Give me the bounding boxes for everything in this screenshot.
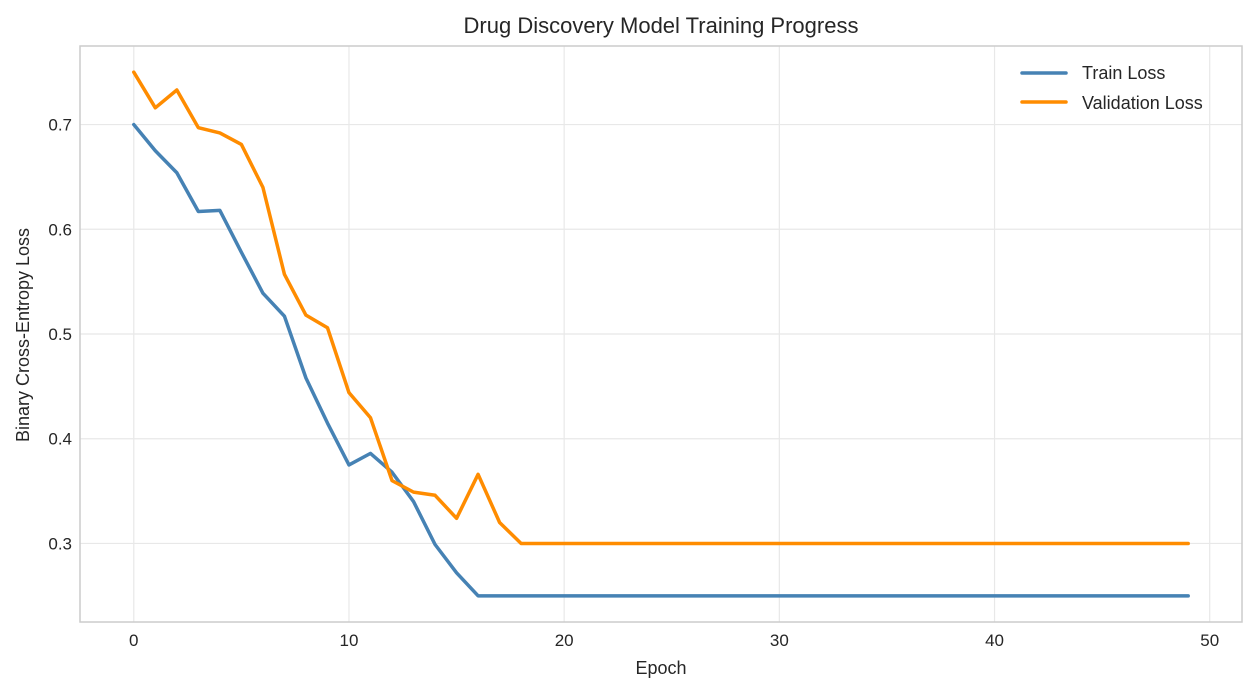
- plot-frame: [79, 45, 1243, 623]
- series-lines: [132, 70, 1190, 598]
- y-tick-label: 0.5: [48, 325, 72, 344]
- x-tick-label: 50: [1200, 631, 1219, 650]
- legend-validation-loss-label: Validation Loss: [1082, 93, 1203, 113]
- y-tick-label: 0.4: [48, 430, 72, 449]
- x-tick-label: 10: [340, 631, 359, 650]
- x-tick-label: 40: [985, 631, 1004, 650]
- x-tick-label: 0: [129, 631, 138, 650]
- grid-lines: [80, 46, 1242, 622]
- x-tick-label: 30: [770, 631, 789, 650]
- x-axis-title: Epoch: [635, 658, 686, 678]
- axis-ticks: 0 10 20 30 40 50 0.3 0.4 0.5 0.6 0.7: [48, 116, 1219, 650]
- y-axis-title: Binary Cross-Entropy Loss: [13, 228, 33, 442]
- series-line-validation-loss: [132, 70, 1190, 546]
- chart-title: Drug Discovery Model Training Progress: [464, 13, 859, 38]
- y-tick-label: 0.3: [48, 534, 72, 553]
- series-line-train-loss: [132, 122, 1190, 598]
- legend-train-loss-label: Train Loss: [1082, 63, 1165, 83]
- y-tick-label: 0.7: [48, 116, 72, 135]
- legend: Train Loss Validation Loss: [1020, 63, 1203, 113]
- x-tick-label: 20: [555, 631, 574, 650]
- y-tick-label: 0.6: [48, 220, 72, 239]
